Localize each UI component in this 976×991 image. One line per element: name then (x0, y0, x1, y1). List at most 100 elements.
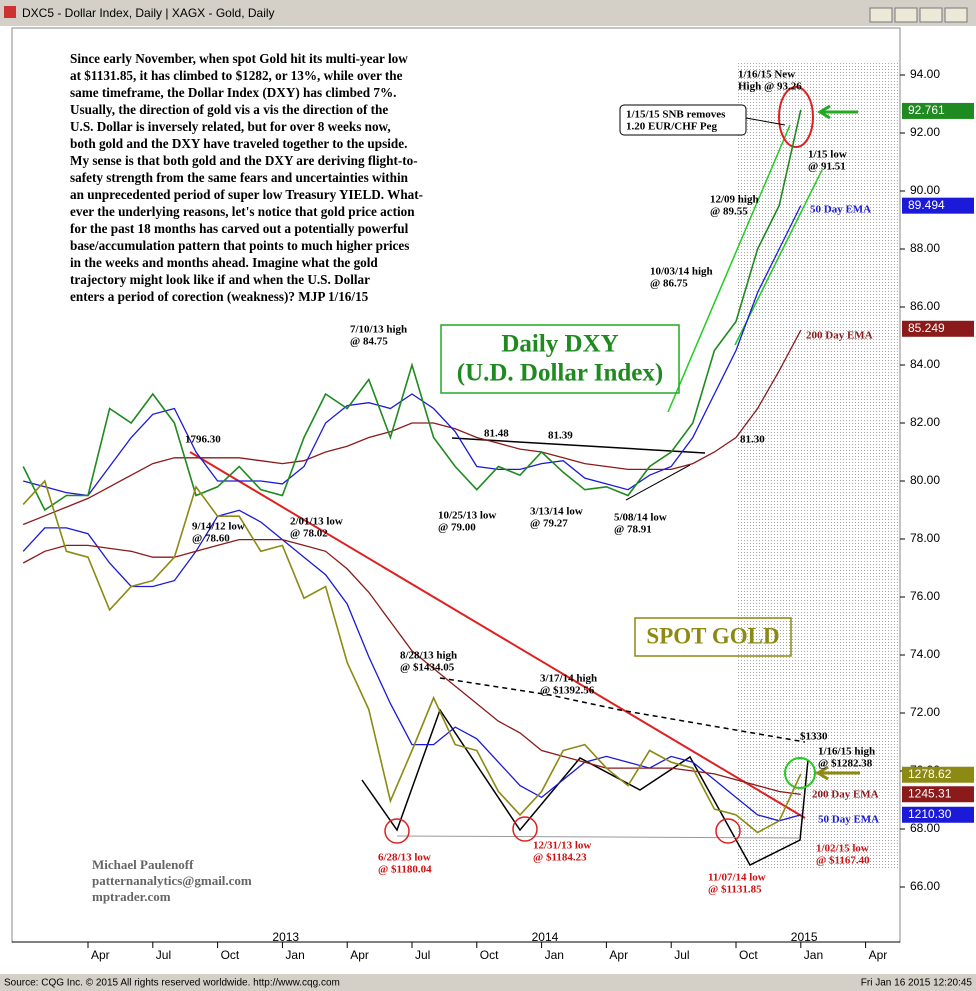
commentary-line: trajectory might look like if and when t… (70, 272, 370, 287)
annotation: High @ 93.26 (738, 81, 802, 93)
annotation: 1/02/15 low (816, 843, 869, 855)
header-bar (0, 0, 976, 26)
x-tick-label: Jul (674, 948, 689, 962)
footer-bar (0, 974, 976, 991)
annotation: @ $1282.38 (818, 758, 873, 770)
y-tick-label: 92.00 (910, 125, 940, 139)
circle-marker (784, 757, 816, 789)
commentary-line: for the past 18 months has carved out a … (70, 221, 409, 236)
annotation: 81.39 (548, 430, 573, 442)
annotation: 81.30 (740, 434, 765, 446)
x-tick-label: Jan (804, 948, 823, 962)
commentary-line: base/accumulation pattern that points to… (70, 238, 409, 253)
circle-marker (384, 818, 410, 844)
commentary-line: enters a period of corection (weakness)?… (70, 289, 369, 304)
annotation: 8/28/13 high (400, 650, 457, 662)
window-button[interactable] (919, 7, 943, 23)
annotation: @ $1184.23 (533, 852, 587, 864)
y-tick-label: 68.00 (910, 821, 940, 835)
y-tick-label: 76.00 (910, 589, 940, 603)
annotation: 5/08/14 low (614, 512, 667, 524)
timestamp: Fri Jan 16 2015 12:20:45 (861, 978, 973, 989)
series-line (22, 509, 801, 822)
author-line: patternanalytics@gmail.com (92, 873, 252, 888)
window-button[interactable] (869, 7, 893, 23)
y-tick-label: 74.00 (910, 647, 940, 661)
annotation: 3/13/14 low (530, 506, 583, 518)
annotation: 1/16/15 New (738, 69, 795, 81)
annotation: 3/17/14 high (540, 673, 597, 685)
x-tick-label: Oct (480, 948, 499, 962)
annotation: @ 78.60 (192, 533, 230, 545)
annotation: 1/15 low (808, 149, 847, 161)
arrow (817, 104, 858, 120)
y-tick-label: 94.00 (910, 67, 940, 81)
gold-label-box (634, 617, 792, 657)
commentary-line: Since early November, when spot Gold hit… (70, 51, 408, 66)
source: Source: CQG Inc. © 2015 All rights reser… (4, 978, 340, 989)
note-box (619, 104, 747, 136)
circle-marker (778, 86, 814, 148)
series-label: 50 Day EMA (810, 204, 871, 216)
arrow (815, 765, 860, 781)
window-button[interactable] (944, 7, 968, 23)
series-label: 200 Day EMA (806, 330, 873, 342)
y-tick-label: 84.00 (910, 357, 940, 371)
annotation: @ 86.75 (650, 278, 688, 290)
annotation: @ $1167.40 (816, 855, 870, 867)
commentary-line: same timeframe, the Dollar Index (DXY) h… (70, 85, 396, 100)
y-tick-label: 80.00 (910, 473, 940, 487)
annotation: 12/31/13 low (533, 840, 591, 852)
commentary-line: ever the underlying reasons, let's notic… (70, 204, 415, 219)
annotation: @ 79.00 (438, 522, 476, 534)
x-tick-label: Apr (350, 948, 369, 962)
series-line (22, 538, 801, 796)
commentary-line: in the weeks and months ahead. Imagine w… (70, 255, 378, 270)
x-tick-label: Jan (285, 948, 304, 962)
annotation: 1/16/15 high (818, 746, 875, 758)
year-label: 2013 (272, 930, 299, 944)
price-box (902, 197, 974, 214)
price-box (902, 102, 974, 119)
x-tick-label: Apr (609, 948, 628, 962)
price-label: 1245.31 (908, 786, 952, 800)
annotation: @ 91.51 (808, 161, 846, 173)
x-tick-label: Oct (739, 948, 758, 962)
dxy-label-box (440, 324, 680, 394)
annotation: 11/07/14 low (708, 872, 766, 884)
annotation: @ $1392.56 (540, 685, 595, 697)
annotation: 1.20 EUR/CHF Peg (626, 121, 717, 133)
annotation: @ $1180.04 (378, 864, 432, 876)
support-line (396, 835, 801, 839)
neckline (451, 437, 706, 454)
price-box (902, 766, 974, 783)
annotation: 1/15/15 SNB removes (626, 109, 726, 121)
downtrend-line (189, 451, 806, 819)
annotation: @ 79.27 (530, 518, 568, 530)
author-line: Michael Paulenoff (92, 857, 194, 872)
annotation: @ 89.55 (710, 206, 748, 218)
chart-title: DXC5 - Dollar Index, Daily | XAGX - Gold… (22, 6, 275, 20)
app-icon (4, 6, 16, 18)
price-box (902, 806, 974, 823)
price-box (902, 320, 974, 337)
annotation: 81.48 (484, 428, 509, 440)
annotation: 12/09 high (710, 194, 759, 206)
annotation: @ $1131.85 (708, 884, 762, 896)
annotation: @ 78.02 (290, 528, 328, 540)
annotation: 10/25/13 low (438, 510, 496, 522)
shaded-region (738, 62, 900, 868)
annotation: 9/14/12 low (192, 521, 245, 533)
annotation: $1330 (800, 731, 828, 743)
y-tick-label: 78.00 (910, 531, 940, 545)
price-label: 1210.30 (908, 807, 952, 821)
y-tick-label: 82.00 (910, 415, 940, 429)
commentary-line: My sense is that both gold and the DXY a… (70, 153, 418, 168)
series-line (22, 329, 802, 526)
commentary-line: U.S. Dollar is inversely related, but fo… (70, 119, 391, 134)
y-tick-label: 90.00 (910, 183, 940, 197)
series-line (23, 205, 802, 497)
commentary-line: safety strength from the same fears and … (70, 170, 409, 185)
commentary-line: an unprecedented period of super low Tre… (70, 187, 423, 202)
window-button[interactable] (894, 7, 918, 23)
